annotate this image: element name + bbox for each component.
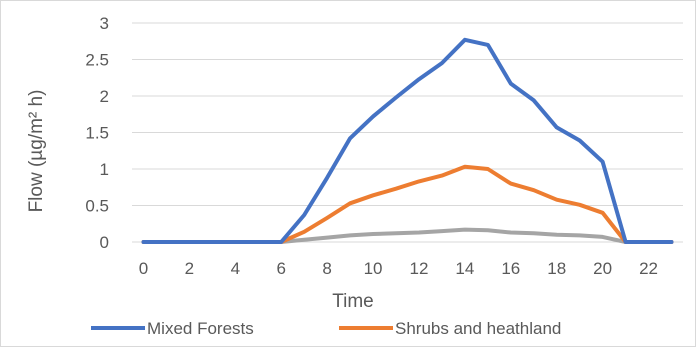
x-tick-label: 0	[139, 259, 148, 278]
gridlines	[132, 22, 683, 206]
series-line	[141, 37, 674, 244]
y-axis-label: Flow (µg/m² h)	[26, 90, 47, 213]
x-tick-label: 22	[639, 259, 658, 278]
x-tick-label: 12	[410, 259, 429, 278]
legend-label: Mixed Forests	[147, 319, 254, 338]
x-tick-labels: 0 2 4 6 8 10 12 14 16 18 20 22	[139, 259, 658, 278]
series-lines	[141, 37, 674, 244]
y-tick-label: 3	[100, 14, 109, 33]
x-tick-label: 4	[231, 259, 240, 278]
y-tick-label: 2.5	[85, 51, 109, 70]
x-tick-label: 10	[364, 259, 383, 278]
legend: Mixed Forests Shrubs and heathland	[91, 319, 561, 338]
x-axis-label: Time	[332, 291, 374, 312]
y-tick-label: 0	[100, 233, 109, 252]
x-tick-label: 8	[322, 259, 331, 278]
x-tick-label: 14	[455, 259, 474, 278]
x-tick-label: 18	[547, 259, 566, 278]
x-tick-label: 6	[276, 259, 285, 278]
x-tick-label: 20	[593, 259, 612, 278]
y-tick-label: 0.5	[85, 197, 109, 216]
x-tick-label: 2	[185, 259, 194, 278]
y-tick-labels: 0 0.5 1 1.5 2 2.5 3	[85, 14, 109, 252]
y-tick-label: 1	[100, 160, 109, 179]
y-tick-label: 1.5	[85, 124, 109, 143]
x-tick-label: 16	[501, 259, 520, 278]
series-line	[141, 164, 674, 244]
y-tick-label: 2	[100, 87, 109, 106]
legend-label: Shrubs and heathland	[395, 319, 561, 338]
